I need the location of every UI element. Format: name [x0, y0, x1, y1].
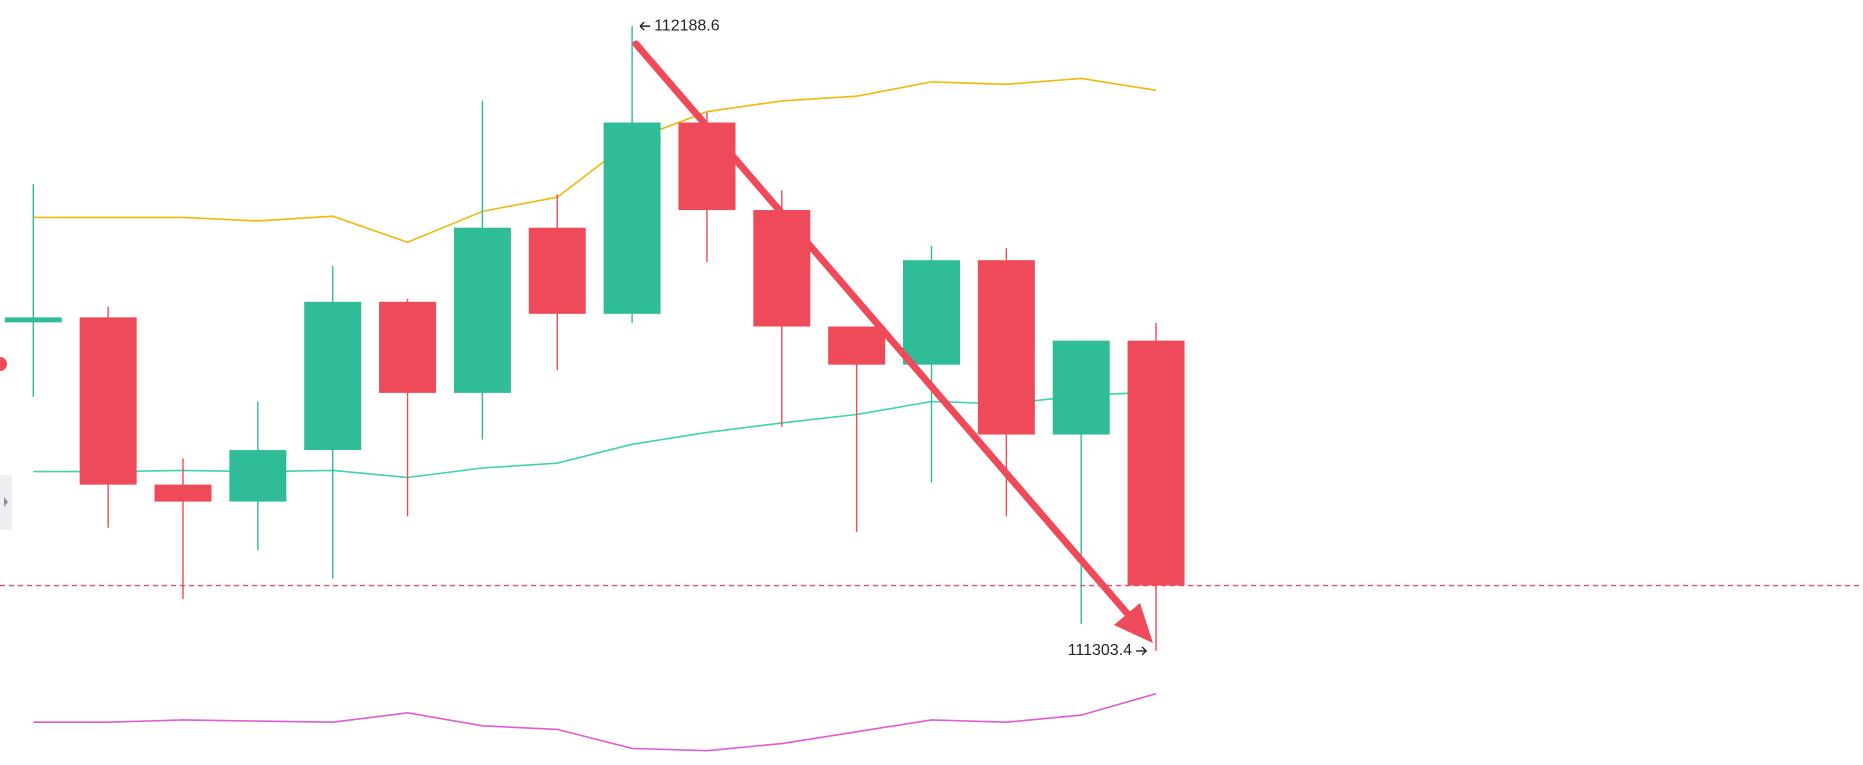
candle-body — [1127, 340, 1185, 586]
candle-body — [304, 301, 362, 451]
candle-body — [753, 210, 811, 327]
candle-body — [79, 317, 137, 485]
candles — [4, 26, 1185, 651]
candle-body — [977, 260, 1035, 435]
band-line — [33, 391, 1157, 479]
low-label: 111303.4 — [1068, 642, 1132, 659]
trend-arrow-line — [632, 40, 1142, 630]
candle-body — [828, 326, 886, 365]
candle-body — [1052, 340, 1110, 435]
candle-body — [903, 260, 960, 365]
candle-body — [229, 450, 287, 502]
candle-body — [453, 227, 511, 393]
candle-body — [678, 122, 736, 211]
labels: 112188.6 111303.4 — [639, 17, 1148, 659]
candle-body — [154, 484, 212, 502]
candle-body — [603, 122, 661, 314]
side-tab-arrow — [4, 497, 8, 507]
trend-arrow-head — [1114, 603, 1153, 643]
high-label: 112188.6 — [654, 17, 720, 34]
candle-body — [379, 301, 437, 393]
bands — [33, 77, 1157, 752]
band-line — [33, 692, 1157, 752]
high-label-arrow — [639, 21, 651, 31]
band-line — [33, 77, 1157, 244]
candle-body — [528, 227, 586, 314]
candle-body — [4, 317, 62, 323]
low-label-arrow — [1136, 646, 1148, 656]
price-marker — [0, 357, 7, 371]
